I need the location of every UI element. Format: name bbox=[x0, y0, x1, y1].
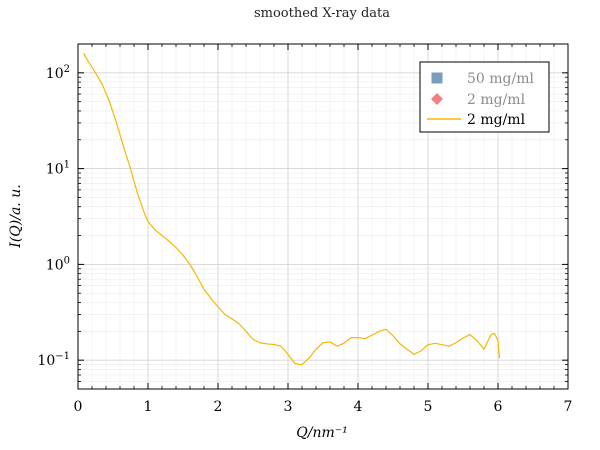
x-tick-label: 4 bbox=[354, 399, 363, 415]
y-tick-label: 10−1 bbox=[37, 351, 70, 369]
x-axis-label: Q/nm⁻¹ bbox=[296, 425, 348, 441]
legend-marker-diamond bbox=[431, 93, 443, 105]
x-tick-label: 6 bbox=[494, 399, 503, 415]
x-tick-label: 3 bbox=[284, 399, 293, 415]
legend-label: 2 mg/ml bbox=[467, 112, 526, 128]
legend-label: 2 mg/ml bbox=[467, 92, 526, 108]
legend: 50 mg/ml 2 mg/ml 2 mg/ml bbox=[419, 61, 550, 133]
legend-marker-square bbox=[431, 72, 443, 84]
x-tick-label: 0 bbox=[74, 399, 83, 415]
plot-frame bbox=[77, 43, 569, 390]
x-tick-label: 2 bbox=[214, 399, 223, 415]
x-tick-label: 1 bbox=[144, 399, 153, 415]
legend-label: 50 mg/ml bbox=[467, 71, 534, 87]
y-tick-label: 102 bbox=[46, 64, 70, 82]
y-axis-label: I(Q)/a. u. bbox=[8, 184, 24, 248]
x-tick-label: 7 bbox=[564, 399, 573, 415]
x-tick-label: 5 bbox=[424, 399, 433, 415]
y-tick-labels: 10−1 100 101 102 bbox=[37, 64, 70, 369]
y-tick-label: 101 bbox=[46, 160, 70, 178]
x-tick-labels: 0 1 2 3 4 5 6 7 bbox=[74, 399, 573, 415]
ticks bbox=[77, 44, 569, 389]
series-line bbox=[83, 52, 500, 366]
y-tick-label: 100 bbox=[46, 255, 70, 273]
series-layer bbox=[83, 52, 500, 366]
grid bbox=[77, 44, 569, 389]
chart-title: smoothed X-ray data bbox=[254, 6, 390, 21]
